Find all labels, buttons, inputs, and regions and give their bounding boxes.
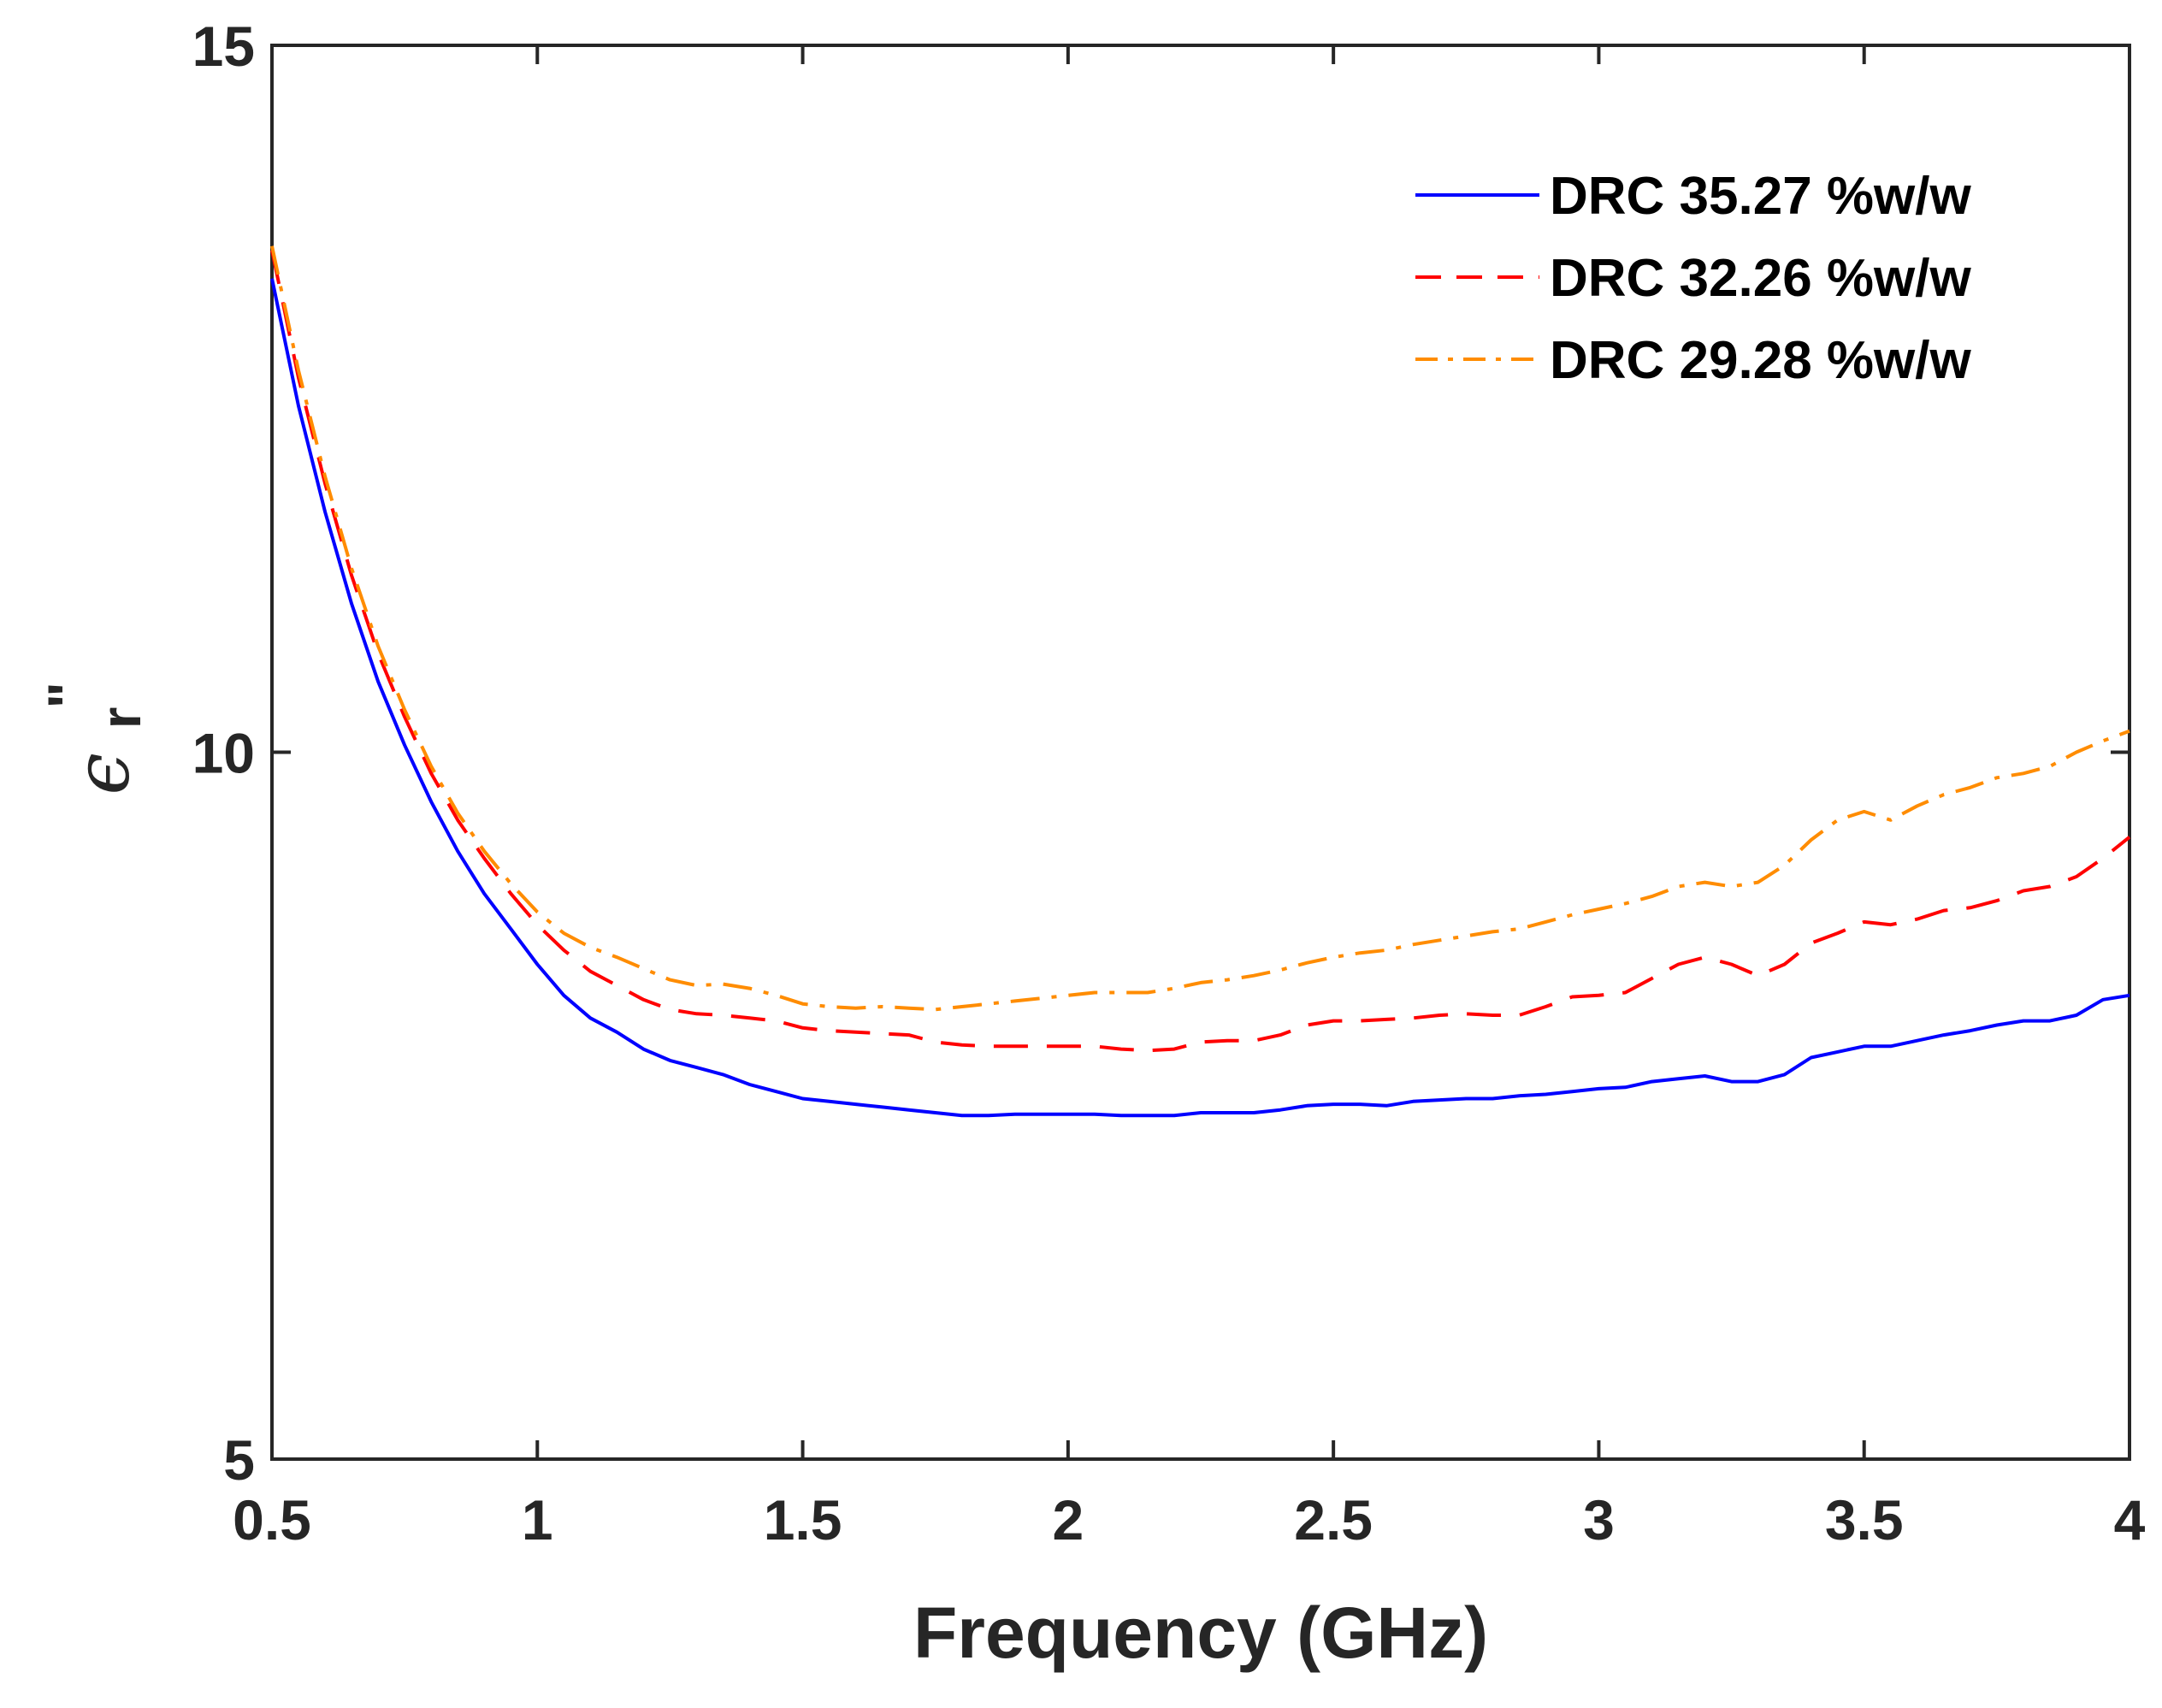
x-tick-label: 2.5 xyxy=(1294,1488,1373,1551)
y-axis-title-superscript: " xyxy=(36,682,99,708)
series-line-1 xyxy=(270,278,2130,1118)
y-tick-label: 15 xyxy=(192,15,255,78)
legend-label-3: DRC 29.28 %w/w xyxy=(1550,331,1972,390)
series-layer xyxy=(270,245,2131,1118)
legend-label-1: DRC 35.27 %w/w xyxy=(1550,167,1972,226)
x-tick-label: 2 xyxy=(1052,1488,1084,1551)
y-axis-title-text: ϵ r " xyxy=(36,682,158,795)
x-tick-label: 4 xyxy=(2114,1488,2146,1551)
x-tick-label: 3 xyxy=(1583,1488,1615,1551)
y-tick-label: 10 xyxy=(192,722,255,785)
series-line-2 xyxy=(270,250,2131,1053)
x-tick-label: 1 xyxy=(522,1488,553,1551)
y-axis-title-symbol: ϵ xyxy=(58,753,146,795)
x-tick-label: 1.5 xyxy=(764,1488,842,1551)
y-tick-label: 5 xyxy=(223,1428,255,1492)
legend-label-2: DRC 32.26 %w/w xyxy=(1550,249,1972,308)
y-axis-ticks: 5 10 15 xyxy=(192,15,2130,1492)
y-axis-title: ϵ r " xyxy=(36,682,158,795)
legend: DRC 35.27 %w/w DRC 32.26 %w/w DRC 29.28 %w… xyxy=(1415,167,1972,390)
x-tick-label: 0.5 xyxy=(233,1488,311,1551)
x-tick-label: 3.5 xyxy=(1825,1488,1904,1551)
plot-area: 0.5 1 1.5 2 2.5 3 3.5 4 5 10 15 xyxy=(192,15,2146,1551)
series-line-3 xyxy=(270,245,2130,1012)
y-axis-title-subscript: r xyxy=(89,707,152,730)
x-axis-title: Frequency (GHz) xyxy=(913,1593,1488,1673)
x-axis-ticks: 0.5 1 1.5 2 2.5 3 3.5 4 xyxy=(233,45,2146,1551)
